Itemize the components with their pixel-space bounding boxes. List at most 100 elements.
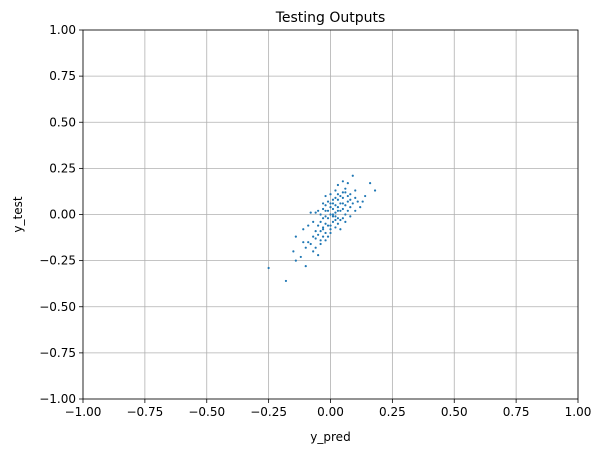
y-tick-label: −1.00: [39, 392, 76, 406]
scatter-point: [292, 250, 295, 253]
scatter-point: [321, 217, 325, 220]
scatter-point: [331, 198, 335, 201]
y-tick-label: 1.00: [49, 23, 76, 37]
scatter-point: [321, 202, 325, 205]
scatter-point: [304, 246, 307, 249]
scatter-point: [349, 193, 352, 196]
scatter-point: [334, 211, 337, 214]
scatter-point: [334, 196, 337, 199]
scatter-point: [319, 242, 322, 246]
scatter-point: [321, 228, 325, 231]
scatter-point: [319, 213, 322, 216]
scatter-point: [341, 180, 344, 183]
scatter-point: [302, 241, 305, 244]
scatter-point: [373, 189, 377, 192]
scatter-point: [321, 226, 325, 229]
scatter-point: [331, 215, 335, 218]
scatter-points: [267, 174, 377, 283]
scatter-point: [329, 231, 332, 235]
scatter-point: [317, 233, 320, 236]
scatter-point: [341, 217, 344, 220]
y-tick-label: −0.25: [39, 254, 76, 268]
scatter-point: [314, 237, 317, 240]
scatter-point: [364, 194, 367, 198]
scatter-point: [324, 231, 327, 235]
scatter-point: [321, 235, 325, 238]
x-tick-label: 0.50: [441, 405, 468, 419]
scatter-point: [329, 213, 332, 216]
scatter-point: [341, 207, 344, 211]
scatter-point: [336, 183, 340, 187]
scatter-point: [312, 250, 315, 253]
scatter-point: [336, 198, 340, 201]
scatter-point: [339, 218, 342, 222]
scatter-point: [294, 259, 297, 262]
x-axis-title: y_pred: [310, 430, 350, 444]
scatter-point: [344, 204, 347, 207]
scatter-point: [317, 253, 320, 257]
scatter-point: [336, 193, 340, 196]
scatter-point: [326, 200, 330, 203]
scatter-point: [334, 204, 337, 207]
scatter-point: [331, 202, 335, 205]
scatter-point: [344, 187, 347, 190]
x-tick-label: −1.00: [65, 405, 102, 419]
scatter-point: [339, 194, 342, 198]
scatter-point: [324, 194, 327, 198]
scatter-point: [354, 189, 357, 192]
scatter-point: [349, 206, 352, 209]
scatter-point: [361, 200, 364, 203]
scatter-point: [344, 191, 347, 194]
scatter-point: [346, 194, 349, 198]
scatter-point: [349, 198, 352, 201]
scatter-point: [317, 224, 320, 227]
scatter-point: [324, 209, 327, 212]
scatter-point: [307, 241, 310, 244]
scatter-point: [326, 209, 330, 212]
scatter-point: [326, 224, 330, 227]
scatter-point: [304, 265, 307, 268]
scatter-point: [324, 215, 327, 218]
scatter-point: [326, 235, 330, 238]
scatter-point: [346, 209, 349, 212]
scatter-point: [309, 242, 312, 246]
y-tick-label: −0.75: [39, 346, 76, 360]
scatter-point: [299, 255, 302, 259]
scatter-point: [356, 200, 359, 203]
x-tick-label: −0.25: [250, 405, 287, 419]
scatter-point: [349, 215, 352, 218]
scatter-point: [334, 226, 337, 229]
scatter-point: [339, 228, 342, 231]
scatter-point: [346, 182, 349, 185]
y-tick-label: 0.00: [49, 208, 76, 222]
y-tick-label: 0.75: [49, 69, 76, 83]
scatter-point: [294, 235, 297, 238]
scatter-point: [334, 215, 337, 218]
scatter-point: [307, 224, 310, 227]
scatter-point: [336, 222, 340, 225]
scatter-point: [346, 200, 349, 203]
scatter-point: [334, 189, 337, 192]
x-tick-label: 0.25: [379, 405, 406, 419]
scatter-point: [339, 202, 342, 205]
scatter-point: [341, 191, 344, 194]
scatter-point: [336, 217, 340, 220]
scatter-point: [354, 196, 357, 199]
scatter-point: [344, 220, 347, 223]
scatter-point: [351, 202, 354, 205]
scatter-point: [336, 206, 340, 209]
y-tick-label: 0.25: [49, 161, 76, 175]
scatter-point: [369, 182, 372, 185]
scatter-point: [354, 209, 357, 212]
scatter-point: [329, 224, 332, 227]
scatter-point: [329, 193, 332, 196]
axis-ticks: −1.00 −0.75 −0.50 −0.25 0.00 0.25 0.50 0.75 1.00…: [39, 23, 591, 419]
scatter-point: [331, 207, 335, 211]
scatter-point: [329, 228, 332, 231]
x-tick-label: −0.75: [126, 405, 163, 419]
scatter-point: [336, 209, 340, 212]
scatter-point: [324, 239, 327, 242]
y-axis-title: y_test: [11, 196, 25, 232]
scatter-point: [309, 211, 312, 214]
